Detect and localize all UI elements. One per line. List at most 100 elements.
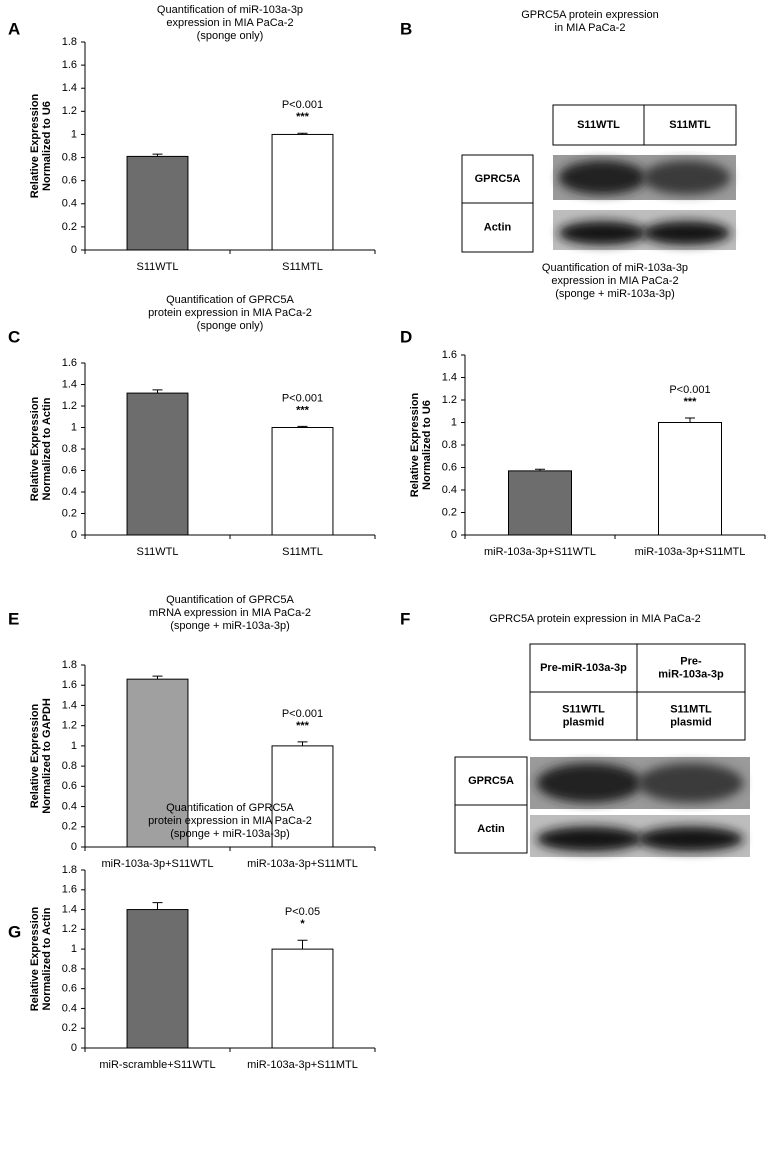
- y-tick-label: 0.4: [442, 484, 457, 496]
- y-axis-label: Relative Expression: [409, 392, 421, 497]
- band: [558, 221, 647, 245]
- y-tick-label: 1.2: [62, 400, 77, 412]
- annotation: ***: [296, 111, 310, 123]
- error-bar: [297, 132, 308, 135]
- y-tick-label: 1.4: [62, 378, 77, 390]
- y-tick-label: 0.4: [62, 198, 77, 210]
- band: [536, 826, 643, 852]
- header-label: plasmid: [670, 716, 712, 728]
- annotation: *: [300, 918, 305, 930]
- row-label: Actin: [484, 221, 512, 233]
- error-bar: [535, 468, 545, 471]
- x-tick-label: S11WTL: [137, 261, 179, 273]
- y-tick-label: 0.6: [62, 175, 77, 187]
- y-axis-label: Relative Expression: [29, 906, 41, 1011]
- annotation: P<0.001: [282, 99, 323, 111]
- header-label: S11MTL: [669, 119, 711, 131]
- chart-title: (sponge + miR-103a-3p): [170, 828, 290, 840]
- row-cell: [454, 804, 528, 854]
- chart-title: mRNA expression in MIA PaCa-2: [149, 607, 311, 619]
- y-tick-label: 1.6: [442, 349, 457, 361]
- y-tick-label: 0.2: [62, 221, 77, 233]
- y-tick-label: 1.6: [62, 679, 77, 691]
- row-label: GPRC5A: [468, 775, 514, 787]
- bar: [126, 155, 189, 251]
- error-bar: [152, 389, 163, 394]
- error-bar: [685, 417, 695, 423]
- y-tick-label: 0.4: [62, 800, 77, 812]
- bar: [271, 427, 334, 536]
- y-axis-label: Normalized to U6: [421, 400, 433, 490]
- header-label: S11WTL: [562, 703, 605, 715]
- y-tick-label: 0.8: [62, 443, 77, 455]
- row-cell: [461, 154, 534, 204]
- band: [637, 826, 744, 852]
- bar: [126, 678, 189, 848]
- y-tick-label: 0.4: [62, 1002, 77, 1014]
- chart-title: expression in MIA PaCa-2: [166, 17, 293, 29]
- chart-title: Quantification of GPRC5A: [166, 802, 294, 814]
- y-tick-label: 0.4: [62, 486, 77, 498]
- error-bar: [297, 939, 308, 950]
- error-bar: [152, 675, 163, 680]
- y-tick-label: 0: [71, 841, 77, 853]
- chart-title: (sponge + miR-103a-3p): [555, 288, 675, 300]
- error-bar: [297, 425, 308, 428]
- y-tick-label: 1.8: [62, 864, 77, 876]
- y-axis-label: Relative Expression: [29, 703, 41, 808]
- header-label: Pre-: [680, 655, 702, 667]
- chart-title: protein expression in MIA PaCa-2: [148, 307, 312, 319]
- y-tick-label: 1.4: [62, 699, 77, 711]
- y-tick-label: 1: [451, 416, 457, 428]
- x-tick-label: miR-103a-3p+S11WTL: [102, 858, 214, 870]
- y-tick-label: 1.2: [62, 923, 77, 935]
- band: [637, 763, 744, 803]
- y-axis-label: Relative Expression: [29, 396, 41, 501]
- row-label: GPRC5A: [475, 173, 521, 185]
- y-tick-label: 1.6: [62, 59, 77, 71]
- header-cell: [636, 643, 746, 693]
- bar: [271, 948, 334, 1049]
- y-axis-label: Normalized to U6: [41, 101, 53, 191]
- y-tick-label: 1.8: [62, 36, 77, 48]
- y-tick-label: 0.6: [62, 780, 77, 792]
- error-bar: [297, 741, 308, 746]
- error-bar: [152, 153, 163, 157]
- y-tick-label: 1.2: [442, 394, 457, 406]
- band: [642, 160, 731, 195]
- band: [558, 160, 647, 195]
- bar: [126, 909, 189, 1049]
- y-tick-label: 0.2: [62, 507, 77, 519]
- x-tick-label: miR-103a-3p+S11MTL: [247, 858, 358, 870]
- header-label: S11WTL: [577, 119, 620, 131]
- y-tick-label: 1: [71, 128, 77, 140]
- chart-title: (sponge only): [197, 320, 264, 332]
- y-tick-label: 0: [71, 1042, 77, 1054]
- chart-title: (sponge only): [197, 30, 264, 42]
- bar: [126, 392, 189, 536]
- y-tick-label: 1.4: [442, 371, 457, 383]
- chart-title: Quantification of GPRC5A: [166, 294, 294, 306]
- y-tick-label: 1: [71, 421, 77, 433]
- band: [536, 763, 643, 803]
- annotation: ***: [296, 404, 310, 416]
- y-tick-label: 0.8: [62, 963, 77, 975]
- y-tick-label: 1: [71, 943, 77, 955]
- x-tick-label: miR-103a-3p+S11WTL: [484, 546, 596, 558]
- y-tick-label: 1.2: [62, 105, 77, 117]
- blot-title: GPRC5A protein expression in MIA PaCa-2: [489, 613, 701, 625]
- header-cell: [529, 643, 638, 693]
- y-tick-label: 1.6: [62, 884, 77, 896]
- annotation: ***: [296, 720, 310, 732]
- bar: [271, 133, 334, 251]
- y-tick-label: 1.6: [62, 357, 77, 369]
- annotation: P<0.05: [285, 906, 320, 918]
- bar: [658, 422, 722, 536]
- y-tick-label: 0.8: [62, 151, 77, 163]
- x-tick-label: miR-scramble+S11WTL: [99, 1059, 215, 1071]
- y-tick-label: 1.4: [62, 82, 77, 94]
- y-tick-label: 0.8: [62, 760, 77, 772]
- bar: [271, 745, 334, 848]
- header-label: miR-103a-3p: [658, 668, 724, 680]
